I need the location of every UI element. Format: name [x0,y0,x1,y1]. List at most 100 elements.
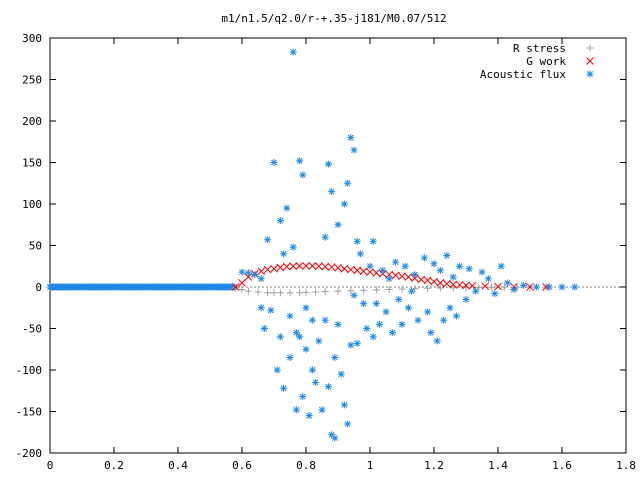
acoustic-flux-point [510,285,518,293]
acoustic-flux-point [299,171,307,179]
r-stress-point [302,288,310,296]
acoustic-flux-point [369,237,377,245]
acoustic-flux-point [532,283,540,291]
y-tick-label: -150 [16,406,43,419]
y-tick-label: 50 [29,240,42,253]
y-tick-label: 0 [35,281,42,294]
y-tick-label: -200 [16,447,43,460]
acoustic-flux-point [356,250,364,258]
acoustic-flux-point [363,325,371,332]
acoustic-flux-point [302,345,310,353]
acoustic-flux-point [267,306,275,314]
y-tick-label: -100 [16,364,43,377]
acoustic-flux-point [433,337,441,345]
acoustic-flux-point [337,370,345,378]
acoustic-flux-point [571,283,579,291]
g-work-point [436,278,445,287]
acoustic-flux-point [427,329,435,337]
g-work-point [346,265,355,274]
g-work-point [270,264,278,273]
acoustic-flux-point [472,287,480,295]
acoustic-flux-point [382,308,390,316]
x-tick-label: 0.8 [296,459,316,472]
acoustic-flux-point [376,320,384,328]
r-stress-point [270,289,278,297]
acoustic-flux-point [324,383,332,391]
acoustic-flux-point [443,251,451,259]
acoustic-flux-point [388,329,396,337]
acoustic-flux-point [350,291,358,299]
acoustic-flux-point [334,221,342,229]
acoustic-flux-point [408,287,416,295]
g-work-point [417,275,426,284]
g-work-point [462,281,470,290]
g-work-point [366,268,374,276]
acoustic-flux-point [299,393,307,401]
legend-marker [586,70,594,78]
acoustic-flux-point [289,48,297,56]
acoustic-flux-point [404,304,412,312]
r-stress-point [398,285,406,293]
acoustic-flux-point [436,266,444,274]
acoustic-flux-point [347,341,355,349]
r-stress-point [360,286,368,294]
g-work-point [468,281,477,290]
g-work-point [282,262,291,271]
series-g-work [231,261,550,291]
g-work-point [257,267,266,276]
acoustic-flux-point [401,262,409,270]
acoustic-flux-point [353,339,361,347]
acoustic-flux-point [440,316,448,324]
y-tick-label: 300 [22,32,42,45]
acoustic-flux-point [497,262,505,270]
g-work-point [231,283,240,291]
r-stress-point [264,289,272,297]
x-tick-label: 1.8 [616,459,636,472]
g-work-point [276,263,285,272]
acoustic-flux-point [504,279,512,287]
acoustic-flux-point [289,243,297,251]
acoustic-flux-point [452,312,460,320]
g-work-point [334,264,342,272]
g-work-point [372,269,381,277]
acoustic-flux-point [276,333,284,341]
r-stress-point [334,287,342,295]
acoustic-flux-point [446,304,454,312]
g-work-point [321,262,330,271]
acoustic-flux-point [334,320,342,328]
g-work-point [263,265,272,274]
x-tick-label: 0.2 [104,459,124,472]
acoustic-flux-point [491,290,499,298]
g-work-point [494,282,502,291]
y-tick-label: 100 [22,198,42,211]
acoustic-flux-point [353,237,361,245]
acoustic-flux-point [286,312,294,320]
g-work-point [449,280,458,289]
acoustic-flux-point [292,406,300,414]
acoustic-flux-point [331,434,339,442]
g-work-point [295,261,304,270]
acoustic-flux-point [347,134,355,142]
acoustic-flux-point [478,268,486,276]
acoustic-flux-point [264,236,272,244]
x-tick-label: 1.4 [488,459,508,472]
acoustic-flux-point [340,200,348,208]
g-work-point [302,261,310,270]
acoustic-flux-point [465,265,473,273]
acoustic-flux-point [344,420,352,428]
acoustic-flux-point [302,304,310,312]
acoustic-flux-point [462,295,470,303]
y-tick-label: 250 [22,74,42,87]
acoustic-flux-point [340,401,348,409]
x-tick-label: 0.6 [232,459,252,472]
acoustic-flux-point [558,283,566,291]
y-tick-label: 200 [22,115,42,128]
x-tick-label: 0.4 [168,459,188,472]
x-tick-label: 1.6 [552,459,572,472]
data-series [46,48,579,442]
acoustic-flux-point [312,378,320,386]
g-work-point [481,282,490,291]
g-work-point [340,264,349,273]
acoustic-flux-point [257,304,265,312]
acoustic-flux-point [456,262,464,270]
